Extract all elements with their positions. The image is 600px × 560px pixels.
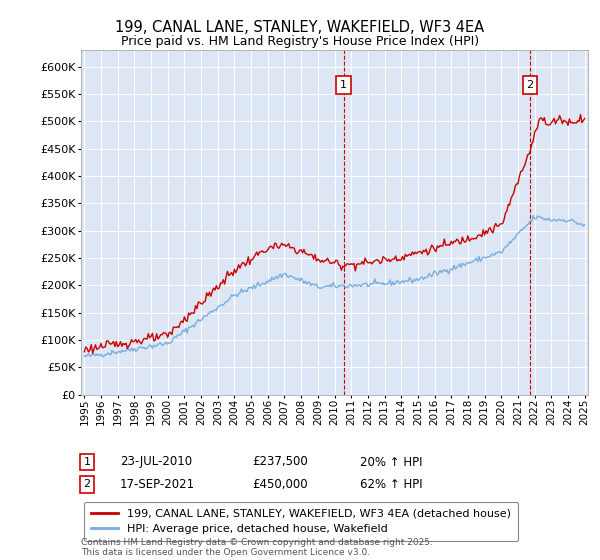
Text: Price paid vs. HM Land Registry's House Price Index (HPI): Price paid vs. HM Land Registry's House … xyxy=(121,35,479,48)
Text: Contains HM Land Registry data © Crown copyright and database right 2025.
This d: Contains HM Land Registry data © Crown c… xyxy=(81,538,433,557)
Text: 2: 2 xyxy=(526,80,533,90)
Text: 20% ↑ HPI: 20% ↑ HPI xyxy=(360,455,422,469)
Text: 1: 1 xyxy=(83,457,91,467)
Text: £450,000: £450,000 xyxy=(252,478,308,491)
Text: 1: 1 xyxy=(340,80,347,90)
Text: 2: 2 xyxy=(83,479,91,489)
Text: 17-SEP-2021: 17-SEP-2021 xyxy=(120,478,195,491)
Text: 62% ↑ HPI: 62% ↑ HPI xyxy=(360,478,422,491)
Legend: 199, CANAL LANE, STANLEY, WAKEFIELD, WF3 4EA (detached house), HPI: Average pric: 199, CANAL LANE, STANLEY, WAKEFIELD, WF3… xyxy=(84,502,518,541)
Text: £237,500: £237,500 xyxy=(252,455,308,469)
Text: 199, CANAL LANE, STANLEY, WAKEFIELD, WF3 4EA: 199, CANAL LANE, STANLEY, WAKEFIELD, WF3… xyxy=(115,20,485,35)
Text: 23-JUL-2010: 23-JUL-2010 xyxy=(120,455,192,469)
